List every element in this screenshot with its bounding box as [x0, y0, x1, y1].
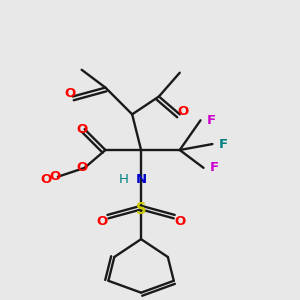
Text: O: O	[177, 105, 188, 118]
Text: O: O	[76, 161, 87, 174]
Text: O: O	[40, 173, 52, 186]
Text: O: O	[174, 215, 185, 228]
Text: O: O	[97, 215, 108, 228]
Text: O: O	[64, 87, 75, 100]
Text: S: S	[136, 202, 146, 217]
Text: F: F	[209, 161, 219, 174]
Text: F: F	[218, 138, 227, 151]
Text: O: O	[76, 123, 87, 136]
Text: N: N	[136, 173, 147, 186]
Text: F: F	[206, 114, 216, 127]
Text: O: O	[49, 170, 61, 183]
Text: H: H	[118, 173, 128, 186]
